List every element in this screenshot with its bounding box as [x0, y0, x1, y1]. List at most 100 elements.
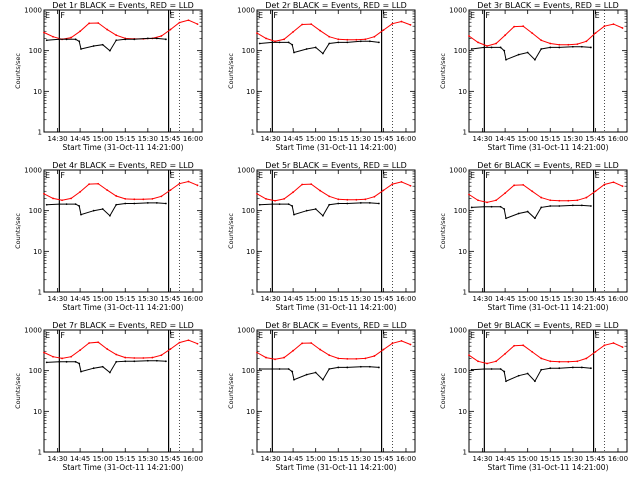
data-point-events	[517, 53, 520, 56]
data-point-events	[377, 41, 380, 44]
data-point-events	[337, 202, 340, 205]
data-point-events	[146, 359, 149, 362]
data-point-events	[470, 368, 473, 371]
data-point-lld	[283, 197, 285, 200]
x-axis-label: Start Time (31-Oct-11 14:21:00)	[275, 143, 396, 152]
y-tick-label: 1000	[237, 167, 255, 175]
panel-title: Det 4r BLACK = Events, RED = LLD	[52, 161, 194, 170]
data-point-events	[124, 360, 127, 363]
panel-title: Det 6r BLACK = Events, RED = LLD	[477, 161, 619, 170]
data-point-lld	[319, 29, 322, 32]
data-point-lld	[346, 198, 349, 201]
x-tick-label: 14:30	[47, 455, 67, 463]
marker-label: F	[60, 171, 65, 180]
data-point-events	[101, 43, 104, 46]
data-point-events	[540, 368, 543, 371]
data-point-lld	[106, 348, 109, 350]
data-point-events	[314, 208, 317, 210]
y-tick-label: 1	[38, 129, 42, 137]
data-point-events	[78, 40, 81, 43]
data-point-lld	[337, 38, 340, 41]
data-point-events	[499, 368, 502, 370]
data-point-events	[155, 37, 158, 40]
data-point-lld	[328, 35, 331, 38]
y-tick-label: 100	[242, 367, 255, 375]
data-point-events	[503, 370, 506, 373]
data-point-lld	[328, 354, 331, 357]
x-tick-label: 14:45	[70, 135, 90, 143]
data-point-lld	[310, 23, 313, 26]
x-tick-label: 15:45	[373, 455, 393, 463]
y-tick-label: 100	[242, 207, 255, 215]
marker-label: E	[170, 171, 175, 180]
data-point-events	[124, 38, 127, 41]
data-point-events	[305, 48, 308, 50]
data-point-lld	[513, 344, 516, 347]
marker-label: E	[170, 331, 175, 340]
y-tick-label: 1	[463, 449, 467, 457]
data-point-events	[580, 366, 583, 369]
data-point-events	[558, 205, 561, 207]
data-point-lld	[196, 342, 199, 345]
data-point-lld	[382, 29, 385, 32]
data-point-events	[78, 362, 81, 365]
x-tick-label: 14:30	[260, 295, 280, 303]
series-line-events	[259, 366, 379, 381]
x-axis-label: Start Time (31-Oct-11 14:21:00)	[275, 303, 396, 312]
data-point-events	[45, 39, 48, 42]
data-point-lld	[70, 197, 72, 200]
marker-label: E	[45, 11, 50, 20]
x-tick-label: 15:45	[373, 135, 393, 143]
data-point-lld	[373, 355, 376, 357]
y-axis-label: Counts/sec	[439, 53, 447, 89]
marker-label: F	[485, 331, 490, 340]
data-point-lld	[576, 43, 579, 46]
data-point-lld	[106, 28, 109, 31]
data-point-lld	[88, 183, 91, 186]
data-point-events	[293, 51, 295, 54]
data-point-lld	[477, 360, 479, 363]
x-tick-label: 15:30	[138, 135, 158, 143]
data-point-lld	[283, 356, 285, 359]
data-point-lld	[585, 40, 588, 43]
series-line-lld	[256, 340, 411, 360]
data-point-lld	[328, 195, 331, 198]
y-tick-label: 10	[458, 408, 467, 416]
y-tick-label: 1	[251, 289, 255, 297]
panel-title: Det 7r BLACK = Events, RED = LLD	[52, 321, 194, 330]
plot-frame	[43, 329, 203, 453]
marker-label: F	[485, 11, 490, 20]
x-tick-label: 16:00	[608, 135, 628, 143]
data-point-events	[45, 203, 48, 206]
data-point-lld	[468, 35, 470, 37]
y-tick-label: 1000	[449, 7, 467, 15]
data-point-lld	[603, 25, 606, 28]
data-point-events	[322, 214, 324, 217]
data-point-lld	[310, 342, 313, 344]
x-tick-label: 16:00	[608, 295, 628, 303]
data-point-lld	[382, 348, 385, 351]
y-tick-label: 1000	[24, 7, 42, 15]
data-point-events	[558, 46, 561, 49]
data-point-events	[377, 202, 380, 205]
data-point-lld	[292, 30, 295, 33]
data-point-events	[503, 49, 506, 52]
data-point-events	[368, 365, 371, 368]
data-point-lld	[486, 45, 488, 47]
plot-frame	[43, 169, 203, 293]
data-point-lld	[196, 23, 199, 26]
x-tick-label: 15:00	[306, 455, 326, 463]
data-point-lld	[274, 358, 276, 361]
data-point-lld	[133, 357, 136, 359]
panel-2: Det 2r BLACK = Events, RED = LLD 1 10 100 10…	[227, 1, 416, 152]
data-point-lld	[43, 31, 45, 34]
data-point-lld	[106, 189, 109, 192]
data-point-events	[92, 367, 95, 370]
data-point-lld	[558, 360, 561, 363]
data-point-events	[109, 49, 111, 52]
x-tick-label: 14:30	[47, 135, 67, 143]
data-point-events	[133, 202, 136, 205]
marker-label: F	[273, 171, 278, 180]
data-point-lld	[52, 35, 54, 38]
